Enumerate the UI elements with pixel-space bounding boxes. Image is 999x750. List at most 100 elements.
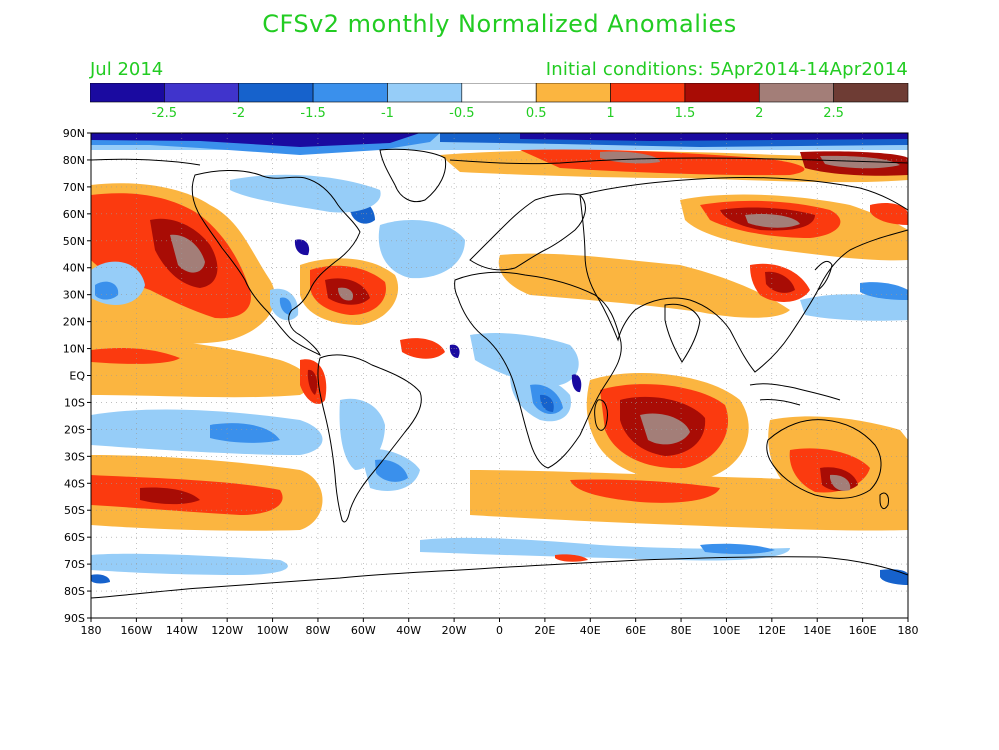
lat-label: 50S [64, 504, 85, 517]
anomaly-patch [498, 253, 790, 318]
anomaly-fields [91, 133, 908, 618]
anomaly-patch [91, 347, 180, 364]
anomaly-patch [830, 474, 851, 491]
anomaly-patch [540, 394, 554, 412]
colorbar-label: -2.5 [152, 106, 177, 121]
anomaly-patch [600, 151, 660, 164]
anomaly-patch [880, 569, 908, 585]
anomaly-patch [378, 220, 465, 279]
anomaly-patch [700, 543, 775, 555]
coastline-europe [469, 193, 586, 271]
anomaly-patch [338, 287, 354, 301]
lon-label: 100W [257, 624, 289, 637]
anomaly-patch [420, 537, 790, 561]
anomaly-patch [279, 297, 292, 315]
anomaly-patch [230, 174, 381, 213]
lon-label: 120E [758, 624, 786, 637]
lon-label: 80E [671, 624, 692, 637]
coastline-indonesia [749, 383, 841, 406]
graticule [91, 133, 908, 618]
coastlines [91, 148, 908, 599]
anomaly-patch [570, 479, 720, 503]
colorbar-label: 1.5 [675, 106, 696, 121]
lon-label: 20W [442, 624, 467, 637]
initial-conditions: Initial conditions: 5Apr2014-14Apr2014 [545, 59, 908, 80]
lon-label: 140E [803, 624, 831, 637]
coastline-south-america [317, 354, 422, 523]
lat-label: 60S [64, 531, 85, 544]
lat-label: 30S [64, 450, 85, 463]
lon-label: 100E [712, 624, 740, 637]
anomaly-patch [555, 554, 588, 562]
anomaly-patch [95, 281, 119, 300]
lon-label: 60E [625, 624, 646, 637]
colorbar-swatch [833, 83, 909, 103]
anomaly-patch [170, 234, 205, 273]
anomaly-patch [91, 553, 288, 575]
anomaly-patch [140, 487, 200, 505]
colorbar-label: -1.5 [300, 106, 325, 121]
coastline-africa [454, 271, 622, 469]
lon-label: 20E [534, 624, 555, 637]
anomaly-patch [400, 338, 445, 359]
lon-label: 140W [166, 624, 198, 637]
colorbar: -2.5 -2 -1.5 -1 -0.5 0.5 1 1.5 2 2.5 [90, 83, 909, 121]
colorbar-label: -1 [381, 106, 394, 121]
anomaly-patch [91, 133, 420, 147]
colorbar-label: 2.5 [823, 106, 844, 121]
coastline-north-america [191, 169, 361, 357]
lon-label: 180 [898, 624, 919, 637]
lat-label: 20N [63, 316, 85, 329]
coastline-antarctica [91, 556, 908, 599]
anomaly-patch [800, 294, 908, 321]
lat-label: 20S [64, 423, 85, 436]
colorbar-label: -2 [232, 106, 245, 121]
anomaly-patch [640, 413, 690, 445]
coastline-madagascar [594, 399, 608, 431]
anomaly-patch [860, 282, 908, 300]
lat-label: 10N [63, 343, 85, 356]
lat-label: 50N [63, 235, 85, 248]
anomaly-patch [294, 239, 310, 256]
lon-label: 40W [396, 624, 421, 637]
anomaly-patch [91, 409, 323, 455]
anomaly-patch [571, 374, 582, 393]
lat-label: 70N [63, 181, 85, 194]
lat-label: 90S [64, 612, 85, 625]
anomaly-patch [470, 333, 579, 385]
lon-label: 180 [81, 624, 102, 637]
lon-label: 0 [496, 624, 503, 637]
lat-label: 30N [63, 289, 85, 302]
latitude-labels: 90N 80N 70N 60N 50N 40N 30N 20N 10N EQ 10S 20S 30S 40… [63, 127, 91, 625]
colorbar-label: 0.5 [526, 106, 547, 121]
anomaly-patch [820, 155, 900, 169]
colorbar-label: 1 [606, 106, 614, 121]
colorbar-label: -0.5 [449, 106, 474, 121]
anomaly-patch [870, 203, 908, 225]
lat-label: 80N [63, 154, 85, 167]
lat-label: 40N [63, 262, 85, 275]
anomaly-patch [91, 574, 110, 584]
coastline-arctic [91, 157, 908, 166]
lat-label: 70S [64, 558, 85, 571]
anomaly-patch [210, 423, 280, 443]
lat-label: 10S [64, 396, 85, 409]
coastline-new-zealand [879, 492, 889, 510]
anomaly-patch [745, 214, 800, 228]
anomaly-patch [520, 149, 805, 176]
lat-label: EQ [69, 370, 85, 383]
lon-label: 160E [849, 624, 877, 637]
lon-label: 60W [351, 624, 376, 637]
anomaly-patch [765, 271, 795, 293]
coastline-japan [814, 260, 833, 291]
anomaly-patch [307, 369, 318, 395]
lat-label: 90N [63, 127, 85, 140]
coastline-india [664, 303, 701, 363]
anomaly-patch [449, 344, 460, 358]
lon-label: 40E [580, 624, 601, 637]
lon-label: 80W [306, 624, 331, 637]
colorbar-label: 2 [755, 106, 763, 121]
lat-label: 60N [63, 208, 85, 221]
chart-title: CFSv2 monthly Normalized Anomalies [262, 10, 737, 38]
